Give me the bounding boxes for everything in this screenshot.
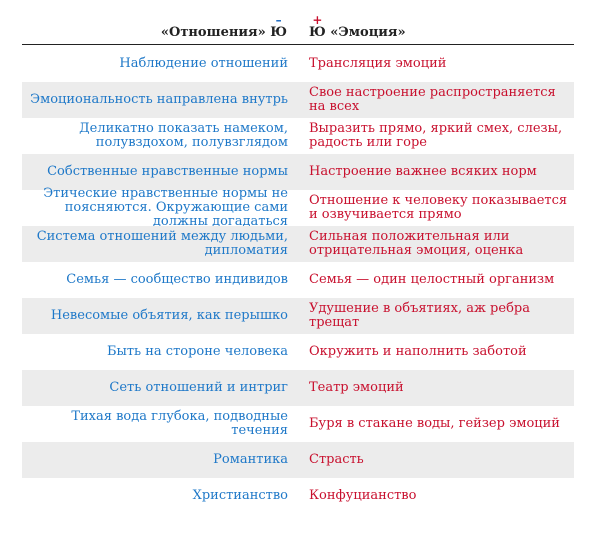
relations-cell: Деликатно показать намеком, полувздохом,…: [22, 118, 288, 154]
emotion-text: Семья — один целостный организм: [309, 272, 555, 287]
emotion-cell: Сильная положительная или отрицательная …: [309, 226, 574, 262]
relations-text: Романтика: [213, 452, 288, 467]
emotion-text: Буря в стакане воды, гейзер эмоций: [309, 416, 560, 431]
table-row: Сеть отношений и интриг Театр эмоций: [22, 370, 574, 406]
emotion-text: Конфуцианство: [309, 488, 417, 503]
relations-cell: Наблюдение отношений: [22, 46, 288, 82]
table-row: Эмоциональность направлена внутрь Свое на…: [22, 82, 574, 118]
table-row: Система отношений между людьми, дипломат…: [22, 226, 574, 262]
relations-text: Тихая вода глубока, подводные течения: [71, 409, 288, 438]
relations-cell: Романтика: [22, 442, 288, 478]
emotion-text: Страсть: [309, 452, 364, 467]
relations-cell: Невесомые объятия, как перышко: [22, 298, 288, 334]
relations-text: Наблюдение отношений: [119, 56, 288, 71]
table-row: Романтика Страсть: [22, 442, 574, 478]
table-header: «Отношения» Ю Ю «Эмоция»: [22, 14, 574, 45]
relations-cell: Система отношений между людьми, дипломат…: [22, 226, 288, 262]
emotion-text: Отношение к человеку показывается и озву…: [309, 193, 568, 222]
relations-text: Деликатно показать намеком, полувздохом,…: [79, 121, 288, 150]
table-row: Тихая вода глубока, подводные течения Бур…: [22, 406, 574, 442]
table-row: Этические нравственные нормы не поясняют…: [22, 186, 574, 229]
emotion-text: Окружить и наполнить заботой: [309, 344, 527, 359]
emotion-cell: Отношение к человеку показывается и озву…: [309, 190, 574, 226]
relations-text: Система отношений между людьми, дипломат…: [36, 229, 288, 258]
header-emotion-label: Ю «Эмоция»: [309, 14, 406, 40]
relations-text: Семья — сообщество индивидов: [66, 272, 288, 287]
table-row: Наблюдение отношений Трансляция эмоций: [22, 46, 574, 82]
emotion-cell: Настроение важнее всяких норм: [309, 154, 574, 190]
relations-text: Этические нравственные нормы не поясняют…: [43, 186, 288, 229]
emotion-cell: Окружить и наполнить заботой: [309, 334, 574, 370]
minus-mark-icon: Ю: [270, 14, 287, 40]
relations-text: Сеть отношений и интриг: [109, 380, 288, 395]
table-row: Собственные нравственные нормы Настроение…: [22, 154, 574, 190]
relations-text: Христианство: [192, 488, 288, 503]
emotion-text: Театр эмоций: [309, 380, 404, 395]
header-relations-label: «Отношения» Ю: [161, 14, 287, 40]
emotion-text: Трансляция эмоций: [309, 56, 447, 71]
plus-mark-icon: Ю: [309, 14, 326, 40]
relations-cell: Этические нравственные нормы не поясняют…: [22, 186, 288, 229]
relations-cell: Христианство: [22, 478, 288, 514]
relations-text: Эмоциональность направлена внутрь: [30, 92, 288, 107]
emotion-cell: Трансляция эмоций: [309, 46, 574, 82]
table-row: Невесомые объятия, как перышко Удушение в…: [22, 298, 574, 334]
relations-cell: Эмоциональность направлена внутрь: [22, 82, 288, 118]
table-body: Наблюдение отношений Трансляция эмоций Эм…: [22, 46, 574, 514]
emotion-cell: Семья — один целостный организм: [309, 262, 574, 298]
relations-cell: Сеть отношений и интриг: [22, 370, 288, 406]
emotion-text: Удушение в объятиях, аж ребра трещат: [309, 301, 530, 330]
emotion-cell: Удушение в объятиях, аж ребра трещат: [309, 298, 574, 334]
emotion-cell: Конфуцианство: [309, 478, 574, 514]
table-row: Деликатно показать намеком, полувздохом,…: [22, 118, 574, 154]
header-emotion: Ю «Эмоция»: [309, 14, 406, 40]
relations-cell: Семья — сообщество индивидов: [22, 262, 288, 298]
table-row: Семья — сообщество индивидов Семья — один…: [22, 262, 574, 298]
emotion-text: Сильная положительная или отрицательная …: [309, 229, 524, 258]
emotion-text: Выразить прямо, яркий смех, слезы, радос…: [309, 121, 563, 150]
emotion-cell: Театр эмоций: [309, 370, 574, 406]
relations-cell: Тихая вода глубока, подводные течения: [22, 406, 288, 442]
emotion-cell: Выразить прямо, яркий смех, слезы, радос…: [309, 118, 574, 154]
relations-cell: Быть на стороне человека: [22, 334, 288, 370]
relations-text: Собственные нравственные нормы: [47, 164, 288, 179]
emotion-cell: Буря в стакане воды, гейзер эмоций: [309, 406, 574, 442]
relations-text: Невесомые объятия, как перышко: [50, 308, 288, 323]
table-row: Христианство Конфуцианство: [22, 478, 574, 514]
table-row: Быть на стороне человека Окружить и напол…: [22, 334, 574, 370]
emotion-text: Свое настроение распространяется на всех: [309, 85, 556, 114]
relations-cell: Собственные нравственные нормы: [22, 154, 288, 190]
emotion-cell: Свое настроение распространяется на всех: [309, 82, 574, 118]
emotion-cell: Страсть: [309, 442, 574, 478]
emotion-text: Настроение важнее всяких норм: [309, 164, 537, 179]
header-relations: «Отношения» Ю: [161, 14, 287, 40]
relations-text: Быть на стороне человека: [106, 344, 288, 359]
